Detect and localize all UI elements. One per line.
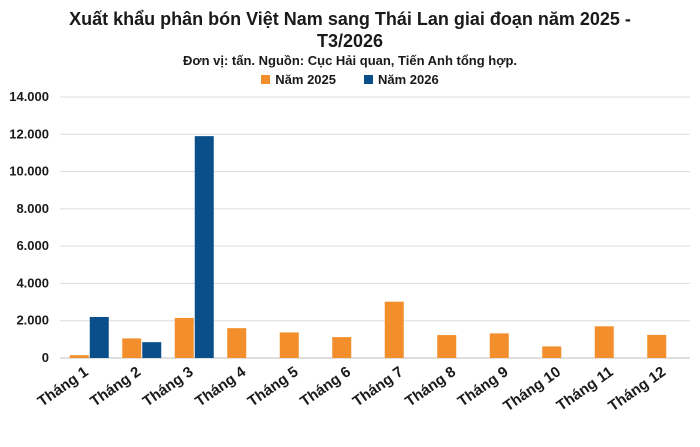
- bar-2025: [384, 301, 404, 358]
- chart-title-line-2: T3/2026: [316, 31, 384, 51]
- y-tick-label: 14.000: [9, 89, 49, 104]
- bar-2025: [69, 355, 89, 358]
- legend-label-2025: Năm 2025: [275, 72, 336, 87]
- y-tick-label: 8.000: [16, 201, 49, 216]
- y-tick-label: 12.000: [9, 126, 49, 141]
- bar-2025: [279, 332, 299, 358]
- chart-title: Xuất khẩu phân bón Việt Nam sang Thái La…: [0, 8, 700, 52]
- y-tick-label: 10.000: [9, 164, 49, 179]
- bar-2026: [194, 136, 214, 358]
- bar-2025: [542, 346, 562, 358]
- x-tick-label: Tháng 1: [35, 363, 92, 410]
- y-tick-label: 2.000: [16, 313, 49, 328]
- bar-2025: [174, 317, 194, 358]
- x-tick-label: Tháng 4: [192, 363, 249, 410]
- x-tick-label: Tháng 11: [554, 363, 617, 414]
- x-tick-label: Tháng 7: [350, 363, 407, 410]
- bar-2025: [647, 334, 667, 358]
- bar-2025: [437, 335, 457, 358]
- legend-swatch-2025: [261, 75, 271, 84]
- x-tick-label: Tháng 10: [500, 363, 564, 415]
- bar-2025: [594, 326, 614, 358]
- bar-2026: [89, 316, 109, 358]
- legend-item-2025: Năm 2025: [261, 72, 336, 87]
- legend-label-2026: Năm 2026: [378, 72, 439, 87]
- y-tick-label: 4.000: [16, 275, 49, 290]
- x-tick-label: Tháng 2: [87, 363, 144, 410]
- y-tick-label: 6.000: [16, 238, 49, 253]
- x-tick-label: Tháng 3: [140, 363, 197, 410]
- x-tick-label: Tháng 6: [297, 363, 354, 410]
- bar-2025: [122, 338, 142, 358]
- bar-2025: [332, 337, 352, 358]
- bar-2025: [489, 333, 509, 358]
- bar-2025: [227, 328, 247, 358]
- chart-legend: Năm 2025 Năm 2026: [0, 72, 700, 87]
- legend-item-2026: Năm 2026: [364, 72, 439, 87]
- chart-title-line-1: Xuất khẩu phân bón Việt Nam sang Thái La…: [69, 9, 631, 29]
- y-tick-label: 0: [42, 350, 49, 365]
- x-tick-label: Tháng 8: [402, 363, 459, 410]
- x-tick-label: Tháng 12: [605, 363, 669, 415]
- x-tick-label: Tháng 5: [245, 363, 302, 410]
- bar-2026: [142, 342, 162, 358]
- chart-subtitle: Đơn vị: tấn. Nguồn: Cục Hải quan, Tiến A…: [182, 53, 518, 68]
- legend-swatch-2026: [364, 75, 373, 84]
